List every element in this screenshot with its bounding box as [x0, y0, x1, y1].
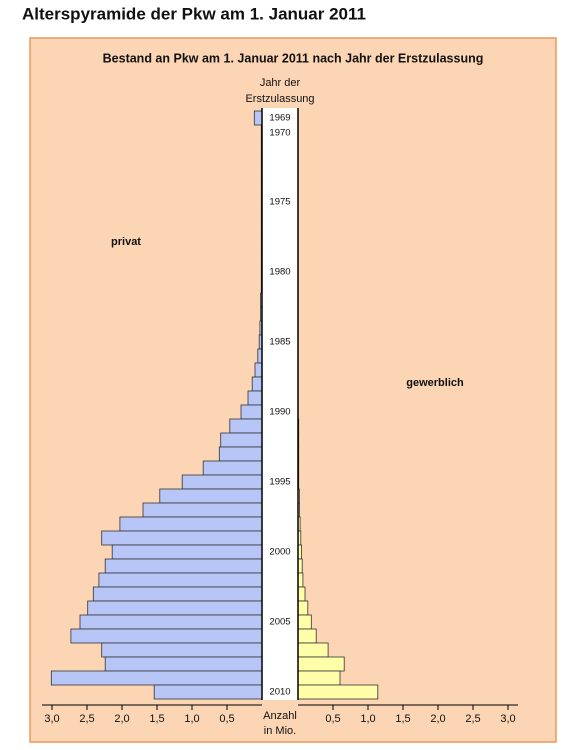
chart-title: Bestand an Pkw am 1. Januar 2011 nach Ja… [103, 51, 484, 65]
bar [101, 642, 263, 658]
y-tick-label: 1995 [269, 477, 290, 488]
bar [79, 614, 263, 630]
bar [98, 572, 263, 588]
y-tick-label: 1969 [269, 113, 290, 124]
category-axis-label: Erstzulassung [245, 93, 314, 105]
x-tick-label: 2,0 [430, 713, 445, 725]
bar [297, 614, 312, 630]
bar [218, 446, 263, 462]
x-tick-label: 0,5 [219, 713, 234, 725]
bar [297, 628, 317, 644]
bar [104, 656, 263, 672]
bar [297, 656, 345, 672]
x-tick-label: 2,5 [465, 713, 480, 725]
x-tick-label: 1,0 [184, 713, 199, 725]
bar [251, 376, 263, 392]
y-tick-label: 1990 [269, 407, 290, 418]
bar [297, 642, 329, 658]
x-tick-label: 3,0 [500, 713, 515, 725]
bar [253, 110, 263, 126]
bar [104, 558, 263, 574]
value-axis-label: in Mio. [264, 725, 296, 737]
bar [181, 474, 263, 490]
bar [111, 544, 263, 560]
y-tick-label: 2005 [269, 617, 290, 628]
series-label: privat [111, 236, 141, 248]
x-tick-label: 2,5 [79, 713, 94, 725]
bar [159, 488, 263, 504]
bar [119, 516, 263, 532]
bar [220, 432, 263, 448]
bar [101, 530, 263, 546]
bar [87, 600, 263, 616]
bar [254, 362, 263, 378]
x-tick-label: 1,5 [395, 713, 410, 725]
bar [297, 670, 341, 686]
bar [247, 390, 263, 406]
x-tick-label: 1,0 [360, 713, 375, 725]
y-tick-label: 2000 [269, 547, 290, 558]
x-tick-label: 0,5 [325, 713, 340, 725]
bar [297, 586, 306, 602]
y-tick-label: 1985 [269, 337, 290, 348]
bar [240, 404, 263, 420]
bar [202, 460, 263, 476]
y-tick-label: 1975 [269, 197, 290, 208]
bar [229, 418, 263, 434]
bar [50, 670, 263, 686]
year-column [262, 108, 298, 700]
value-axis-label: Anzahl [263, 710, 297, 722]
y-tick-label: 1980 [269, 267, 290, 278]
y-tick-label: 2010 [269, 687, 290, 698]
series-label: gewerblich [406, 377, 464, 389]
bar [92, 586, 263, 602]
bar [297, 600, 309, 616]
x-tick-label: 1,5 [149, 713, 164, 725]
bar [297, 684, 379, 700]
bar [153, 684, 263, 700]
bar [142, 502, 263, 518]
category-axis-label: Jahr der [260, 77, 301, 89]
page-title: Alterspyramide der Pkw am 1. Januar 2011 [22, 4, 366, 23]
bar [70, 628, 263, 644]
y-tick-label: 1970 [269, 128, 290, 139]
x-tick-label: 3,0 [44, 713, 59, 725]
x-tick-label: 2,0 [114, 713, 129, 725]
